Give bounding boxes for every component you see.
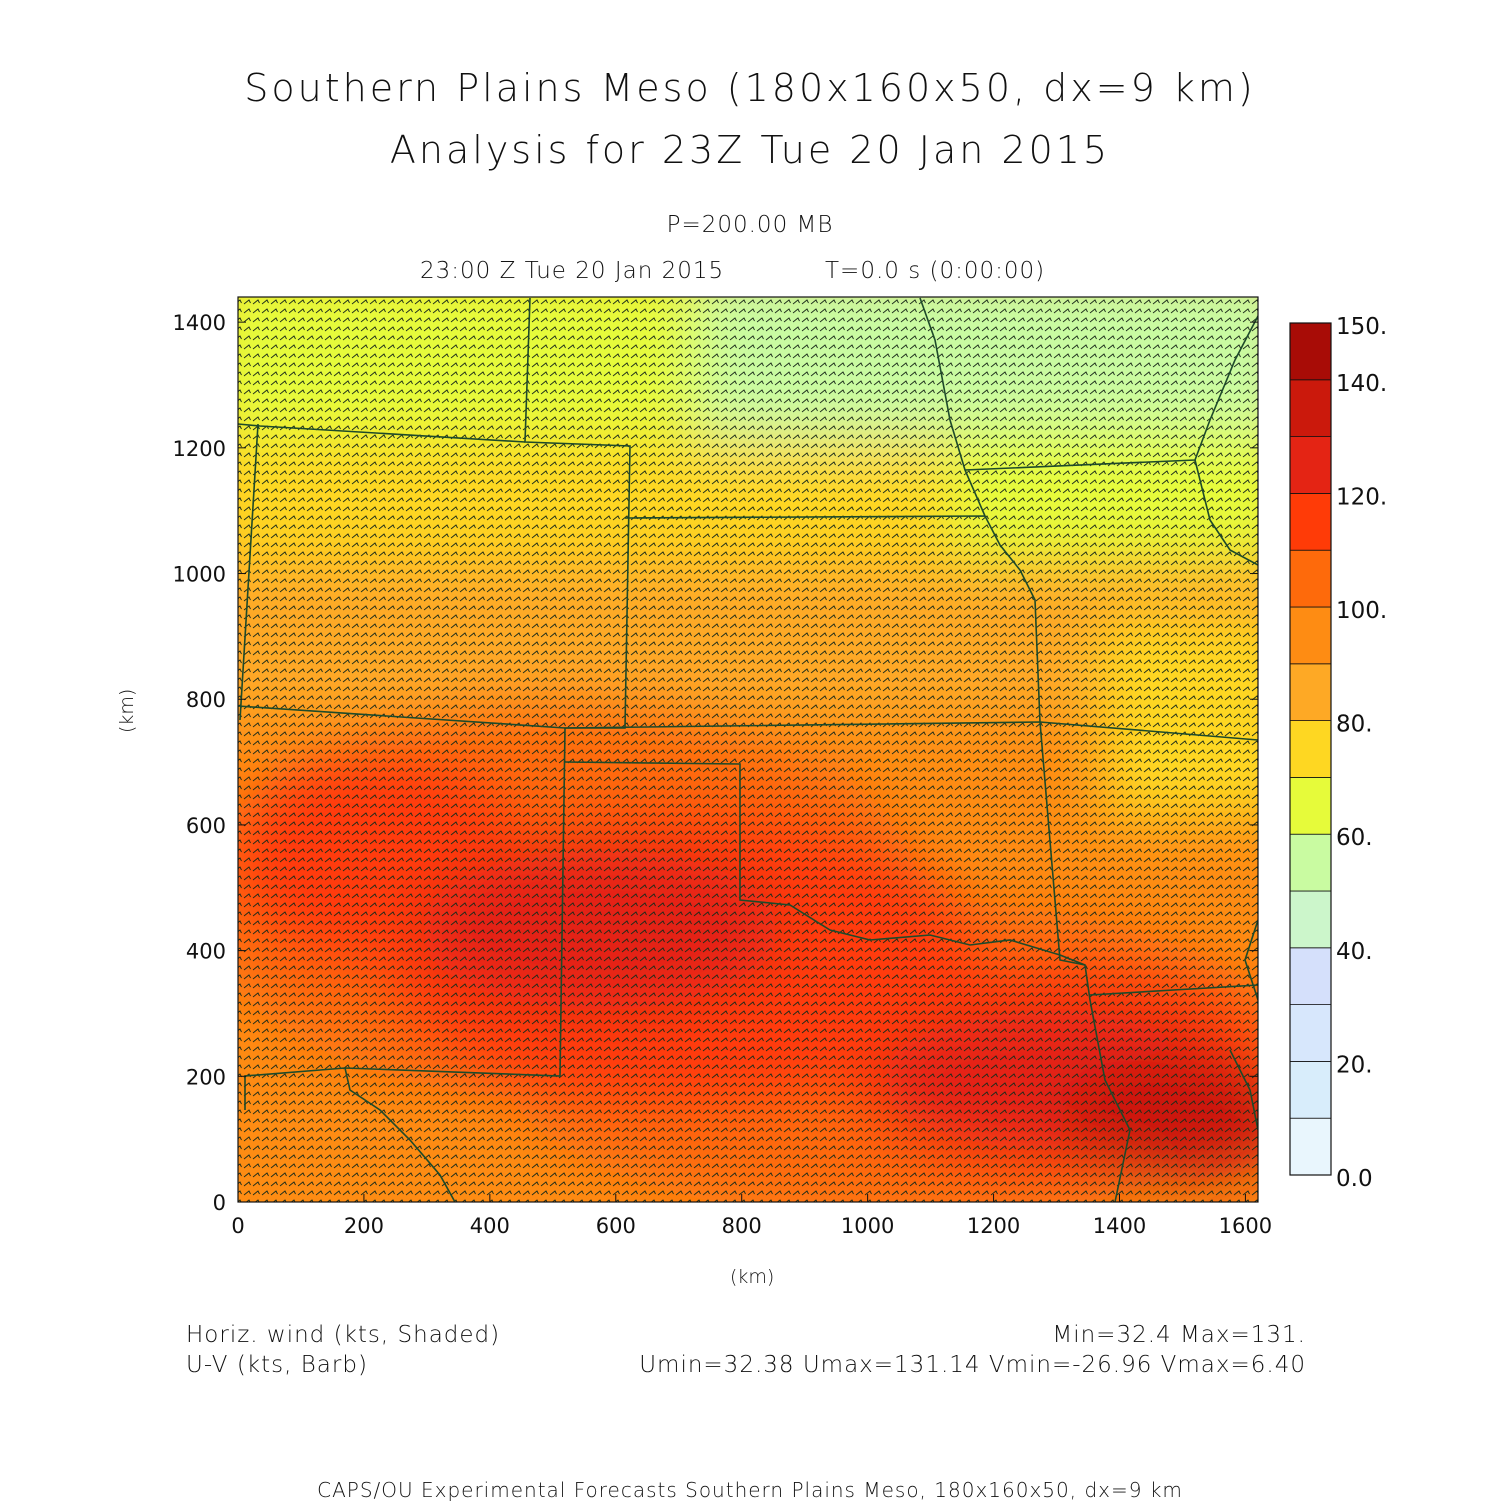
colorbar-segment xyxy=(1289,549,1332,608)
wind-barbs xyxy=(238,297,1258,1202)
colorbar-segment xyxy=(1289,322,1332,381)
y-tick-label: 200 xyxy=(186,1065,226,1089)
colorbar-label: 40. xyxy=(1336,939,1373,965)
footer-credit: CAPS/OU Experimental Forecasts Southern … xyxy=(317,1478,1183,1502)
colorbar-label: 120. xyxy=(1336,484,1387,510)
y-axis-label: (km) xyxy=(116,688,138,733)
x-tick-label: 1200 xyxy=(967,1214,1020,1238)
x-tick-label: 400 xyxy=(470,1214,510,1238)
shaded-field-label: Horiz. wind (kts, Shaded) xyxy=(186,1322,501,1348)
y-tick-label: 1400 xyxy=(173,311,226,335)
y-tick-label: 800 xyxy=(186,688,226,712)
valid-time: 23:00 Z Tue 20 Jan 2015 xyxy=(420,258,725,284)
y-tick-label: 1000 xyxy=(173,563,226,587)
x-tick-label: 0 xyxy=(231,1214,244,1238)
y-axis: 0 200 400 600 800 1000 1200 1400 xyxy=(173,311,1258,1215)
uv-stats: Umin=32.38 Umax=131.14 Vmin=-26.96 Vmax=… xyxy=(639,1352,1306,1378)
colorbar-segment xyxy=(1289,833,1332,892)
colorbar-segment xyxy=(1289,720,1332,778)
y-tick-label: 400 xyxy=(186,940,226,964)
wind-speed-shading xyxy=(238,297,1258,1202)
x-tick-label: 800 xyxy=(722,1214,762,1238)
colorbar-frame xyxy=(1289,322,1332,1176)
colorbar-segment xyxy=(1289,663,1332,721)
plot-title: Southern Plains Meso (180x160x50, dx=9 k… xyxy=(244,66,1256,110)
colorbar-segment xyxy=(1289,947,1332,1005)
colorbar-segment xyxy=(1289,1061,1332,1119)
min-max-stats: Min=32.4 Max=131. xyxy=(1052,1322,1306,1348)
colorbar-label: 20. xyxy=(1336,1052,1373,1078)
colorbar-segment xyxy=(1289,1117,1332,1176)
colorbar-segment xyxy=(1289,492,1332,551)
plot-subtitle: Analysis for 23Z Tue 20 Jan 2015 xyxy=(389,128,1111,172)
y-tick-label: 600 xyxy=(186,814,226,838)
x-tick-label: 600 xyxy=(596,1214,636,1238)
plot-frame xyxy=(237,296,1259,1203)
y-tick-label: 1200 xyxy=(173,437,226,461)
colorbar: 150. 140. 120. 100. 80. 60. 40. 20. 0.0 xyxy=(1289,314,1387,1192)
state-boundaries xyxy=(238,297,1258,1202)
vector-field-label: U-V (kts, Barb) xyxy=(186,1352,368,1378)
x-axis-label: (km) xyxy=(730,1266,775,1288)
x-tick-label: 200 xyxy=(344,1214,384,1238)
colorbar-segment xyxy=(1289,890,1332,949)
colorbar-segment xyxy=(1289,1004,1332,1062)
colorbar-segment xyxy=(1289,436,1332,494)
colorbar-label: 60. xyxy=(1336,825,1373,851)
colorbar-label: 100. xyxy=(1336,598,1387,624)
colorbar-label: 140. xyxy=(1336,371,1387,397)
colorbar-segment xyxy=(1289,777,1332,835)
x-axis: 0 200 400 600 800 1000 1200 1400 1600 xyxy=(231,1194,1272,1238)
x-tick-label: 1600 xyxy=(1219,1214,1272,1238)
y-tick-label: 0 xyxy=(213,1191,226,1215)
colorbar-segment xyxy=(1289,606,1332,665)
x-tick-label: 1400 xyxy=(1093,1214,1146,1238)
x-tick-label: 1000 xyxy=(841,1214,894,1238)
colorbar-label: 0.0 xyxy=(1336,1166,1373,1192)
pressure-level: P=200.00 MB xyxy=(666,212,834,238)
colorbar-segment xyxy=(1289,379,1332,437)
colorbar-label: 150. xyxy=(1336,314,1387,340)
colorbar-label: 80. xyxy=(1336,712,1373,738)
time-step: T=0.0 s (0:00:00) xyxy=(825,258,1046,284)
